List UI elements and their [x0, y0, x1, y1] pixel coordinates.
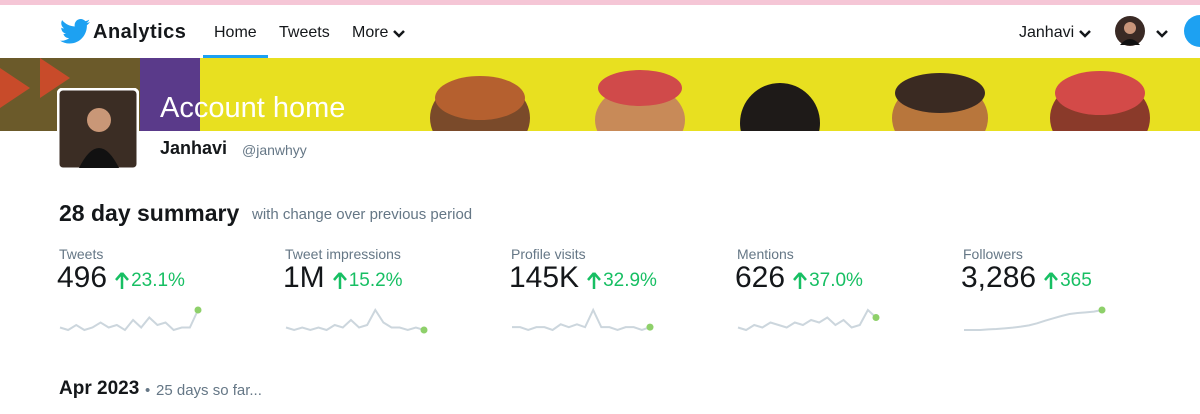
- profile-photo: [57, 88, 139, 170]
- arrow-shape: [793, 272, 808, 289]
- sparkline-end-dot: [1098, 306, 1106, 314]
- sparkline-end-dot: [872, 314, 880, 321]
- top-border: [0, 0, 1200, 5]
- twitter-logo[interactable]: [60, 19, 90, 44]
- up-arrow: [115, 272, 130, 289]
- metric-card: Followers 3,286 365: [961, 244, 1183, 339]
- sparkline-end-dot: [194, 306, 202, 314]
- sparkline-line: [737, 308, 877, 332]
- account-name: Janhavi: [160, 138, 228, 158]
- chevron: [1079, 30, 1091, 38]
- user-menu[interactable]: Janhavi: [1019, 24, 1075, 41]
- tab-more[interactable]: More: [352, 24, 389, 41]
- sparkline-line: [285, 308, 425, 332]
- account-handle: @janwhyy: [242, 142, 307, 158]
- up-arrow: [332, 272, 347, 289]
- compose-button[interactable]: [1180, 15, 1200, 47]
- sparkline: [285, 308, 428, 334]
- arrow-shape: [1044, 272, 1059, 289]
- summary-title: 28 day summary: [59, 200, 240, 226]
- sparkline: [59, 306, 202, 332]
- metric-value: 626: [735, 261, 786, 294]
- tab-tweets[interactable]: Tweets: [279, 24, 330, 41]
- avatar[interactable]: [1114, 15, 1146, 47]
- chevron: [1156, 30, 1168, 38]
- metric-label: Tweet impressions: [285, 246, 401, 262]
- metric-card: Tweet impressions 1M 15.2%: [283, 244, 505, 339]
- separator: •: [145, 382, 151, 399]
- sparkline: [737, 308, 880, 332]
- metric-label: Profile visits: [511, 246, 586, 262]
- up-arrow: [793, 272, 808, 289]
- metric-value: 1M: [283, 261, 325, 294]
- metric-change: 365: [1060, 270, 1092, 291]
- tab-home[interactable]: Home: [214, 24, 257, 41]
- arrow-shape: [587, 272, 602, 289]
- page-title: Account home: [160, 92, 346, 124]
- metric-label: Tweets: [59, 246, 104, 262]
- arrow-shape: [115, 272, 130, 289]
- metric-change: 23.1%: [131, 270, 185, 291]
- period-note: 25 days so far...: [156, 382, 262, 399]
- sparkline-line: [964, 309, 1103, 331]
- metric-card: Mentions 626 37.0%: [735, 244, 957, 339]
- up-arrow: [1044, 272, 1059, 289]
- brand: Analytics: [93, 21, 187, 43]
- metric-card: Profile visits 145K 32.9%: [509, 244, 731, 339]
- metric-value: 496: [57, 261, 108, 294]
- sparkline-line: [59, 309, 199, 332]
- metric-value: 145K: [509, 261, 580, 294]
- metric-label: Mentions: [737, 246, 794, 262]
- period-month: Apr 2023: [59, 378, 140, 399]
- sparkline-end-dot: [420, 326, 428, 334]
- metric-value: 3,286: [961, 261, 1037, 294]
- metric-change: 32.9%: [603, 270, 657, 291]
- metric-change: 15.2%: [348, 270, 403, 291]
- metric-change: 37.0%: [809, 270, 863, 291]
- active-tab-underline: [203, 55, 268, 58]
- chevron: [393, 30, 405, 38]
- arrow-shape: [332, 272, 347, 289]
- summary-subtitle: with change over previous period: [252, 206, 473, 223]
- sparkline: [964, 306, 1106, 331]
- metric-card: Tweets 496 23.1%: [57, 244, 279, 339]
- banner: [0, 58, 1200, 131]
- sparkline-end-dot: [646, 323, 654, 331]
- sparkline: [512, 307, 654, 332]
- sparkline-line: [512, 307, 651, 332]
- nav-bar: Analytics Home Tweets More Janhavi: [0, 5, 1200, 59]
- metric-label: Followers: [963, 246, 1023, 262]
- up-arrow: [587, 272, 602, 289]
